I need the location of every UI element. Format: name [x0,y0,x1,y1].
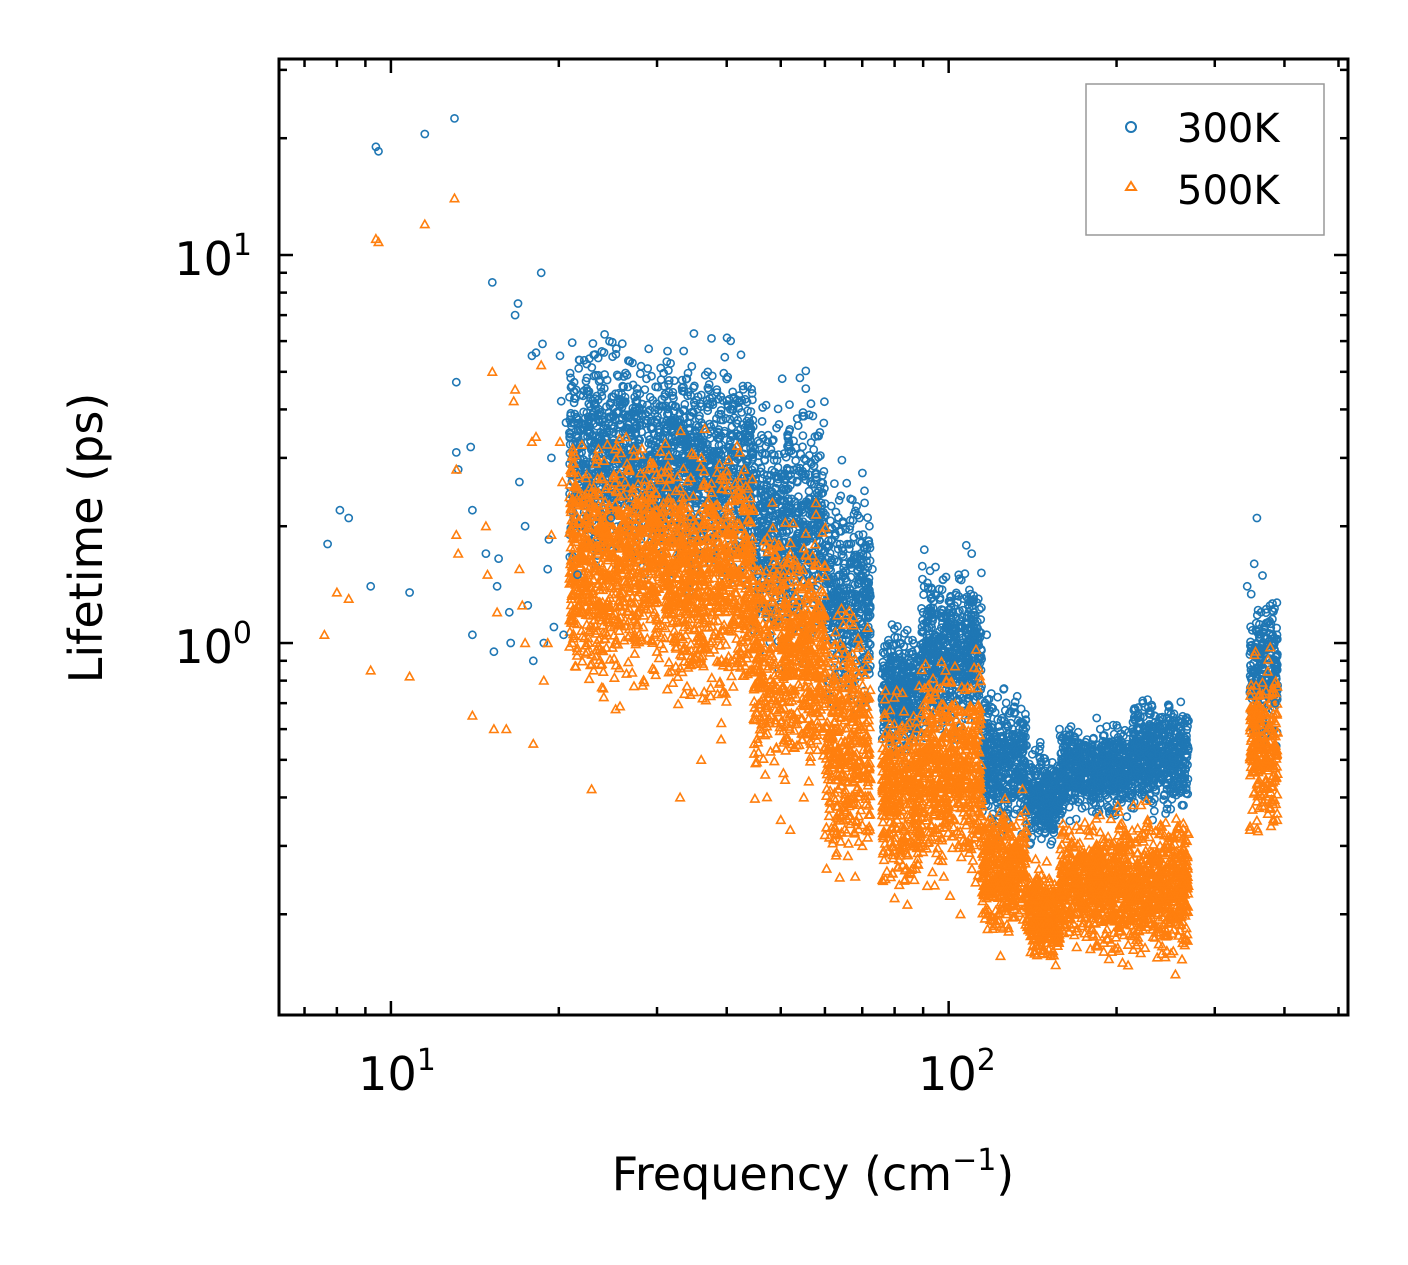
dense-point-300k [569,398,579,408]
dense-point-300k [592,421,602,431]
dense-point-300k [614,371,623,381]
dense-point-300k [632,395,642,405]
dense-point-300k [634,434,643,444]
dense-point-300k [643,364,653,373]
dense-point-300k [570,394,580,403]
dense-point-300k [653,382,663,392]
dense-point-300k [637,427,646,437]
dense-point-300k [598,429,607,439]
dense-point-300k [597,391,607,401]
dense-point-300k [664,375,674,385]
dense-point-300k [574,363,584,373]
dense-point-300k [737,407,746,417]
dense-point-300k [683,368,693,378]
dense-point-300k [573,433,583,442]
dense-point-300k [605,336,614,346]
dense-point-300k [617,339,627,349]
dense-point-300k [659,381,669,391]
dense-point-300k [592,431,601,440]
dense-point-300k [620,410,630,420]
dense-point-300k [607,392,617,402]
dense-point-300k [599,348,609,357]
dense-point-300k [657,401,667,411]
dense-point-300k [662,409,672,419]
dense-point-300k [663,346,672,356]
dense-point-300k [660,392,669,401]
dense-point-300k [641,409,650,419]
dense-point-300k [567,338,577,347]
dense-scatter-clouds [563,329,1284,970]
dense-point-300k [590,350,600,359]
dense-point-300k [612,370,622,380]
dense-point-300k [714,409,724,419]
dense-point-300k [581,376,591,386]
dense-point-300k [597,411,607,420]
dense-point-300k [589,400,599,410]
dense-point-300k [625,356,635,366]
dense-point-300k [655,428,664,437]
dense-point-300k [609,412,618,422]
dense-point-300k [618,381,628,391]
dense-point-300k [569,418,579,428]
dense-point-300k [628,380,638,390]
dense-point-300k [648,395,658,405]
dense-point-300k [656,363,666,373]
dense-point-300k [622,423,632,432]
dense-point-300k [614,388,623,398]
dense-point-300k [623,382,633,392]
dense-point-300k [602,428,612,438]
dense-point-300k [595,375,605,385]
dense-point-300k [593,410,602,420]
dense-point-300k [641,418,650,428]
dense-point-300k [608,424,618,433]
dense-point-300k [666,358,675,368]
dense-point-300k [588,339,598,348]
dense-point-300k [647,423,657,433]
dense-point-300k [571,385,581,395]
dense-point-300k [575,355,584,365]
dense-point-300k [585,401,595,411]
dense-point-300k [689,329,699,338]
dense-point-300k [611,344,621,354]
dense-point-300k [581,457,591,466]
dense-point-300k [644,344,654,354]
dense-point-300k [583,390,593,399]
dense-point-300k [565,368,575,378]
dense-point-300k [600,329,609,339]
dense-point-300k [642,374,651,384]
dense-point-300k [578,419,588,429]
dense-point-300k [619,398,629,408]
dense-point-300k [582,359,592,369]
dense-point-300k [600,370,609,379]
dense-point-300k [652,418,662,428]
dense-point-300k [588,431,598,441]
dense-point-300k [583,386,593,396]
dense-point-300k [597,387,606,397]
dense-point-300k [656,456,665,466]
dense-point-300k [604,407,614,417]
dense-point-300k [611,349,621,359]
dense-point-300k [668,387,678,397]
